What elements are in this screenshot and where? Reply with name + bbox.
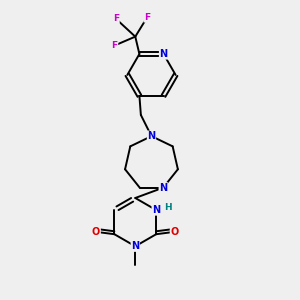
Text: H: H: [164, 203, 172, 212]
Text: O: O: [92, 227, 100, 237]
Text: N: N: [147, 131, 155, 141]
Text: F: F: [113, 14, 119, 23]
Text: N: N: [152, 205, 160, 215]
Text: N: N: [159, 183, 167, 193]
Text: F: F: [144, 13, 150, 22]
Text: N: N: [160, 49, 168, 59]
Text: O: O: [170, 227, 178, 237]
Text: F: F: [112, 41, 118, 50]
Text: N: N: [131, 241, 139, 251]
